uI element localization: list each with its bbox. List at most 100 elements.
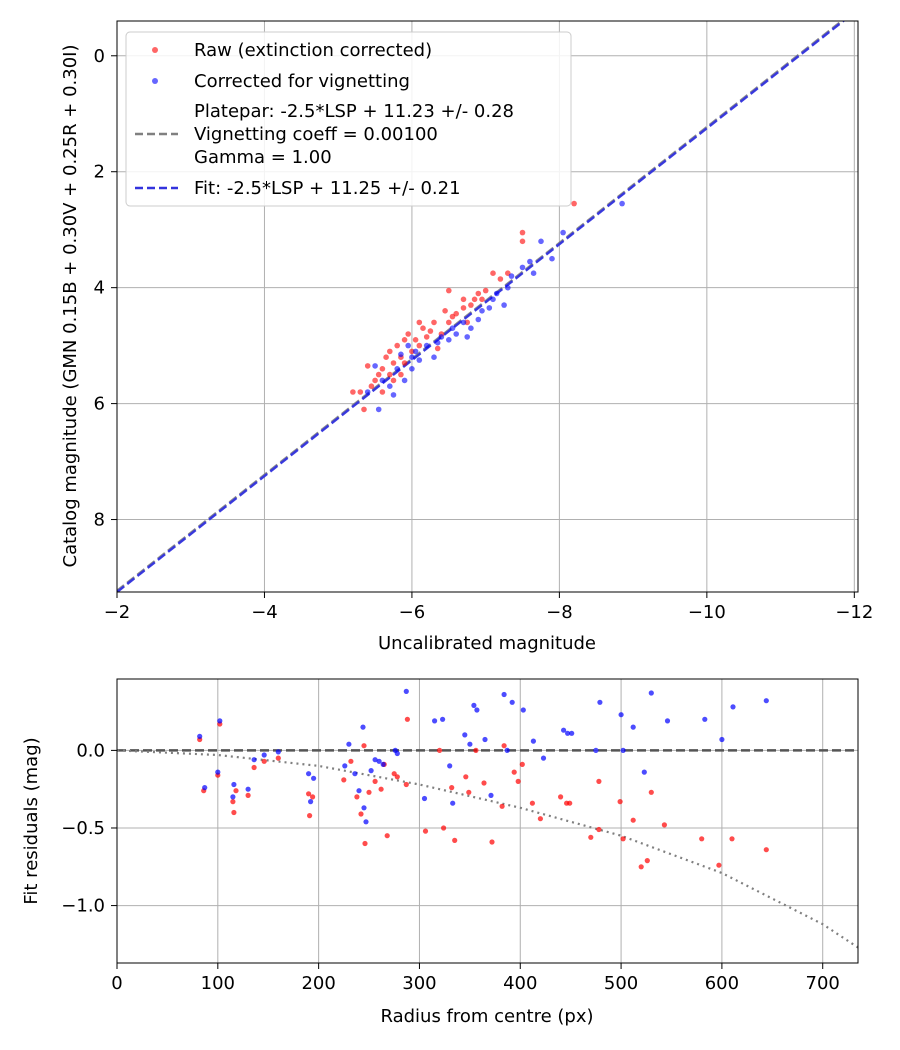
bot-corrected-point (311, 775, 317, 781)
bot-raw-point (422, 828, 429, 834)
top-corrected-point (423, 342, 430, 349)
bot-corrected-point (308, 799, 314, 805)
bot-raw-point (630, 817, 636, 823)
top-raw-point (394, 342, 401, 349)
legend-raw-marker (152, 47, 158, 53)
top-raw-point (571, 200, 577, 207)
top-corrected-point (375, 406, 382, 413)
bot-raw-point (481, 780, 487, 786)
bot-raw-point (638, 864, 644, 870)
bot-raw-point (348, 758, 354, 764)
top-raw-point (490, 270, 496, 277)
legend-gamma-label: Gamma = 1.00 (194, 147, 332, 168)
top-raw-point (364, 363, 371, 369)
bot-corrected-point (501, 691, 507, 698)
top-raw-point (398, 371, 404, 378)
bot-raw-point (501, 743, 507, 749)
top-corrected-point (479, 308, 485, 314)
bot-raw-point (245, 792, 251, 799)
top-corrected-point (401, 377, 408, 384)
bot-y-tick-label: −0.5 (61, 818, 105, 839)
bot-raw-point (511, 769, 517, 775)
top-raw-point (420, 325, 426, 332)
bot-raw-point (620, 836, 626, 842)
bot-corrected-point (394, 750, 400, 757)
bot-corrected-point (361, 805, 367, 811)
bot-raw-point (378, 786, 384, 792)
bot-corrected-point (593, 747, 599, 754)
top-raw-point (460, 305, 467, 311)
top-raw-point (446, 319, 452, 326)
top-corrected-point (431, 354, 437, 361)
bot-corrected-point (356, 788, 362, 794)
bot-corrected-point (261, 752, 267, 758)
top-corrected-point (475, 316, 482, 323)
residuals-scatter-chart: 0 100 200 300 400 500 600 700 0.0 −0.5 −1.0 Radiu… (21, 678, 859, 1027)
top-raw-point (471, 296, 478, 303)
bot-corrected-point (447, 763, 453, 769)
top-corrected-point (446, 337, 452, 343)
bot-corrected-point (482, 736, 488, 743)
bottom-axes-frame (116, 678, 859, 964)
legend-vignetting-label: Vignetting coeff = 0.00100 (194, 124, 438, 145)
bot-corrected-point (376, 758, 382, 764)
bot-x-tick-label: 0 (111, 973, 122, 994)
top-corrected-point (530, 270, 537, 277)
bot-raw-point (588, 834, 594, 840)
top-axes-frame (116, 20, 859, 593)
legend-corrected-label: Corrected for vignetting (194, 71, 410, 92)
top-corrected-point (412, 348, 419, 355)
bot-x-tick-label: 300 (402, 973, 436, 994)
top-raw-point (350, 389, 356, 395)
bot-y-tick-label: −1.0 (61, 896, 105, 917)
top-corrected-point (493, 290, 500, 297)
bottom-x-axis-label: Radius from centre (px) (380, 1006, 593, 1027)
bot-corrected-point (730, 704, 736, 710)
bot-corrected-point (202, 785, 208, 791)
bot-raw-point (716, 862, 722, 868)
bot-corrected-point (467, 741, 473, 747)
top-raw-point (361, 406, 367, 413)
top-corrected-point (394, 366, 401, 372)
bot-x-tick-label: 200 (301, 973, 335, 994)
top-corrected-point (486, 305, 493, 311)
bot-corrected-point (763, 698, 769, 704)
magnitude-scatter-chart: −2 −4 −6 −8 −10 −12 0 2 4 6 8 Uncalibrated magnit… (60, 20, 873, 654)
bot-corrected-point (306, 771, 312, 777)
top-raw-point (416, 319, 423, 326)
top-raw-point (497, 276, 504, 282)
bot-raw-point (661, 822, 668, 828)
bot-vignetting-model-line (117, 749, 858, 949)
top-corrected-point (505, 284, 511, 291)
top-raw-point (390, 377, 397, 384)
top-corrected-point (387, 383, 393, 390)
bot-corrected-point (346, 741, 352, 747)
bot-corrected-point (380, 761, 386, 768)
top-corrected-point (501, 302, 507, 308)
bottom-y-axis-label: Fit residuals (mag) (21, 737, 42, 904)
bot-corrected-point (530, 738, 537, 744)
top-corrected-point (619, 200, 625, 207)
bot-x-tick-label: 500 (604, 973, 638, 994)
top-raw-point (405, 331, 412, 337)
top-corrected-point (460, 319, 467, 326)
bot-raw-point (341, 777, 347, 783)
legend-corrected-marker (152, 78, 158, 84)
top-raw-point (431, 319, 437, 326)
top-corrected-point (549, 255, 555, 262)
bot-raw-point (403, 781, 409, 788)
bot-corrected-point (620, 747, 626, 754)
top-raw-point (519, 229, 526, 236)
bot-raw-point (537, 816, 544, 822)
bot-x-tick-label: 700 (806, 973, 840, 994)
bot-corrected-point (618, 712, 624, 718)
bot-corrected-point (471, 702, 477, 709)
top-corrected-point (560, 229, 566, 236)
top-corrected-point (405, 342, 412, 349)
bot-corrected-point (565, 730, 571, 736)
bot-x-tick-label: 100 (201, 973, 235, 994)
bot-raw-point (394, 774, 400, 780)
bot-raw-point (463, 774, 469, 780)
bot-y-tick-label: 0.0 (76, 740, 105, 761)
bot-corrected-point (719, 736, 725, 743)
